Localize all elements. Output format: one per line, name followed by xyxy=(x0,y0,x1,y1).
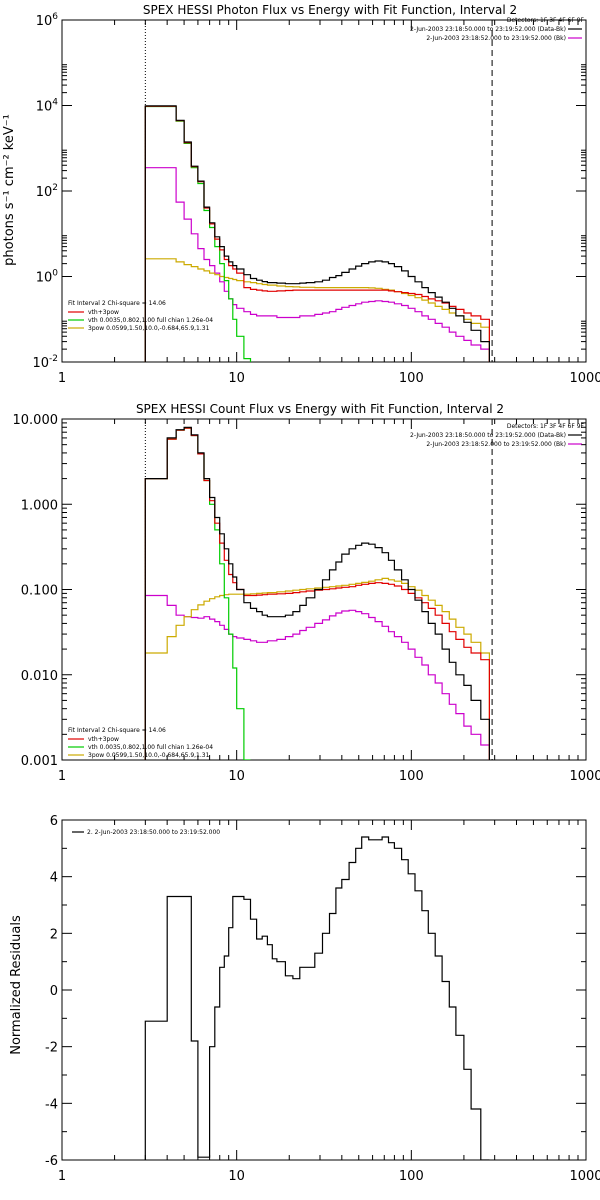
photon-legend-detectors: Detectors: 1F 3F 4F 6F 9F 2-Jun-2003 23:… xyxy=(410,17,585,42)
photon-flux-panel: 1 10 100 1000 10-2 100 102 104 106 SPEX HESSI Ph… xyxy=(2,3,600,386)
count-flux-panel: 1 10 100 1000 0.001 0.010 0.100 1.000 10.000 SPE… xyxy=(13,402,600,784)
x-tick-label: 100 xyxy=(399,769,424,784)
y-tick-label: 6 xyxy=(50,814,58,829)
series-line-residual xyxy=(144,836,490,1160)
legend-item-label: 2-Jun-2003 23:18:52.000 to 23:19:52.000 … xyxy=(426,35,566,42)
count-legend-detectors: Detectors: 1F 3F 4F 6F 9F 2-Jun-2003 23:… xyxy=(410,423,585,448)
y-tick-label: 0.001 xyxy=(21,754,58,769)
x-tick-label: 100 xyxy=(399,1169,424,1184)
photon-y-axis-label: photons s⁻¹ cm⁻² keV⁻¹ xyxy=(2,114,17,266)
y-tick-label: 104 xyxy=(36,98,59,115)
legend-header: Fit Interval 2 Chi-square = 14.06 xyxy=(68,300,166,307)
legend-item-label: vth+3pow xyxy=(88,736,119,743)
series-line-total xyxy=(144,427,490,760)
x-tick-label: 1000 xyxy=(569,371,600,386)
y-tick-label: 106 xyxy=(36,12,59,29)
legend-item-label: vth 0.0035,0.802,1.00 full chian 1.26e-0… xyxy=(88,744,213,751)
legend-item-label: 2-Jun-2003 23:18:52.000 to 23:19:52.000 … xyxy=(426,441,566,448)
residuals-y-axis-label: Normalized Residuals xyxy=(9,915,24,1055)
legend-item-label: 2. 2-Jun-2003 23:18:50.000 to 23:19:52.0… xyxy=(87,829,220,836)
legend-header: Detectors: 1F 3F 4F 6F 9F xyxy=(507,423,585,430)
y-tick-label: 0.010 xyxy=(21,669,58,684)
y-tick-label: -2 xyxy=(45,1041,58,1056)
y-tick-label: -6 xyxy=(45,1154,58,1169)
series-line-powerlaw xyxy=(144,577,490,760)
series-line-background xyxy=(144,594,490,760)
x-tick-label: 1 xyxy=(58,371,66,386)
series-line-data xyxy=(144,105,490,362)
y-tick-label: 100 xyxy=(36,269,59,286)
series-line-background xyxy=(144,167,490,362)
plot-frame xyxy=(61,819,587,1161)
x-tick-label: 10 xyxy=(228,1169,245,1184)
legend-item-label: 3pow 0.0599,1.50,10.0,-0.684,65.9,1.31 xyxy=(88,325,210,332)
y-tick-label: -4 xyxy=(45,1097,58,1112)
x-tick-label: 1 xyxy=(58,769,66,784)
y-tick-label: 0.100 xyxy=(21,584,58,599)
legend-item-label: 3pow 0.0599,1.50,10.0,-0.684,65.9,1.31 xyxy=(88,752,210,759)
x-tick-label: 10 xyxy=(228,371,245,386)
legend-header: Detectors: 1F 3F 4F 6F 9F xyxy=(507,17,585,24)
series-line-powerlaw xyxy=(144,258,490,362)
legend-item-label: 2-Jun-2003 23:18:50.000 to 23:19:52.000 … xyxy=(410,432,566,439)
x-tick-label: 1000 xyxy=(569,769,600,784)
y-tick-label: 10-2 xyxy=(32,354,58,371)
x-tick-label: 100 xyxy=(399,371,424,386)
count-chart-title: SPEX HESSI Count Flux vs Energy with Fit… xyxy=(136,402,504,416)
plot-area: 1 10 100 1000 -6 -4 -2 0 2 4 6 xyxy=(45,814,600,1184)
y-tick-label: 2 xyxy=(50,927,58,942)
residuals-legend: 2. 2-Jun-2003 23:18:50.000 to 23:19:52.0… xyxy=(72,829,220,836)
photon-legend-fit: Fit Interval 2 Chi-square = 14.06 vth+3p… xyxy=(68,300,213,332)
x-tick-label: 1 xyxy=(58,1169,66,1184)
y-tick-label: 102 xyxy=(36,183,58,200)
series-line-data xyxy=(144,426,490,760)
photon-chart-title: SPEX HESSI Photon Flux vs Energy with Fi… xyxy=(143,3,517,17)
x-tick-label: 1000 xyxy=(569,1169,600,1184)
legend-item-label: 2-Jun-2003 23:18:50.000 to 23:19:52.000 … xyxy=(410,26,566,33)
plot-frame xyxy=(61,19,587,363)
y-tick-label: 0 xyxy=(50,984,58,999)
y-tick-label: 1.000 xyxy=(21,498,58,513)
plot-area: 1 10 100 1000 0.001 0.010 0.100 1.000 10.000 xyxy=(13,413,600,784)
legend-item-label: vth 0.0035,0.802,1.00 full chian 1.26e-0… xyxy=(88,317,213,324)
count-legend-fit: Fit Interval 2 Chi-square = 14.06 vth+3p… xyxy=(68,727,213,759)
legend-item-label: vth+3pow xyxy=(88,309,119,316)
legend-header: Fit Interval 2 Chi-square = 14.06 xyxy=(68,727,166,734)
x-tick-label: 10 xyxy=(228,769,245,784)
y-tick-label: 4 xyxy=(50,871,58,886)
plot-area: 1 10 100 1000 10-2 100 102 104 106 xyxy=(32,12,600,386)
y-tick-label: 10.000 xyxy=(13,413,59,428)
residuals-panel: 1 10 100 1000 -6 -4 -2 0 2 4 6 Normalized Residual… xyxy=(9,814,600,1184)
